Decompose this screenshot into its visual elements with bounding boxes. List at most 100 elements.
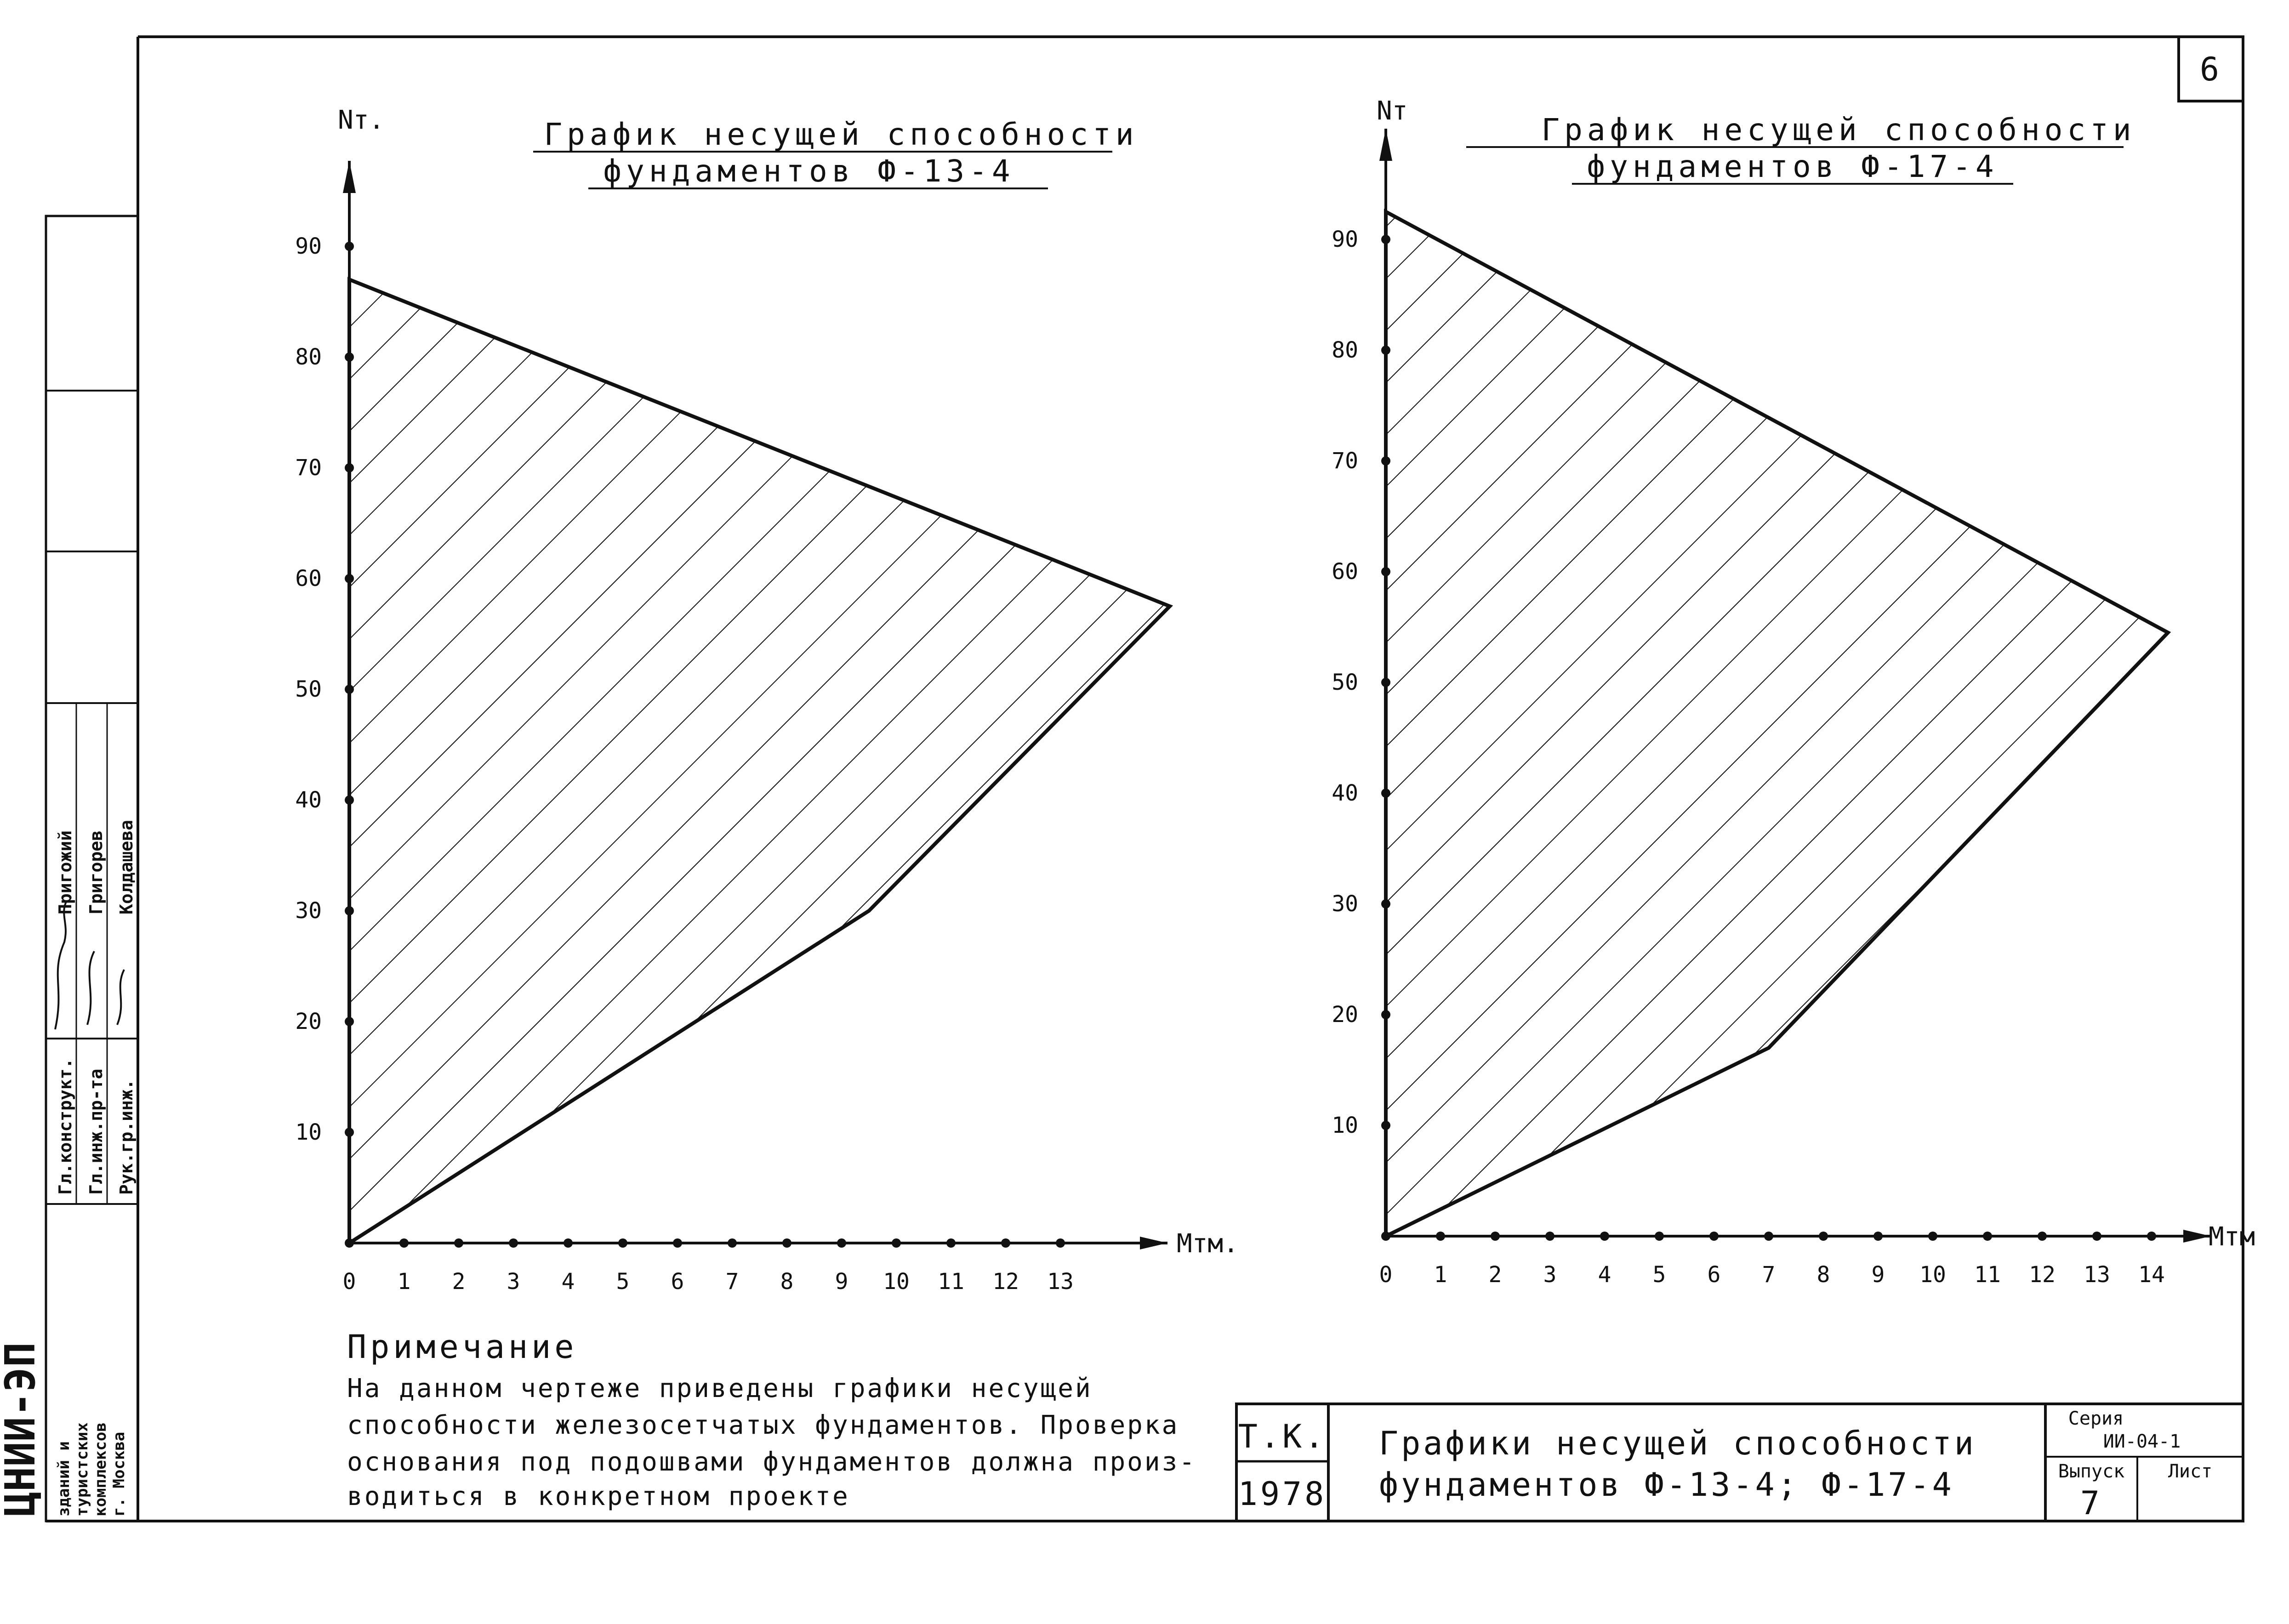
y-tick-mark	[345, 685, 354, 694]
x-tick-label: 9	[835, 1269, 848, 1295]
x-tick-mark	[1056, 1238, 1065, 1248]
x-tick-mark	[1709, 1232, 1719, 1241]
x-tick-label: 12	[2029, 1262, 2056, 1288]
note-line-2: способности железосетчатых фундаментов. …	[347, 1410, 1179, 1440]
note-block: Примечание На данном чертеже приведены г…	[347, 1328, 1195, 1511]
x-tick-label: 6	[1708, 1262, 1721, 1288]
x-tick-mark	[2038, 1232, 2047, 1241]
x-tick-mark	[673, 1238, 682, 1248]
series-label: Серия	[2068, 1408, 2124, 1429]
y-tick-label: 30	[295, 898, 322, 924]
institute-desc-3: комплексов	[91, 1422, 110, 1516]
x-tick-label: 7	[726, 1269, 739, 1295]
sheet-number-box: 6	[2177, 35, 2244, 102]
x-tick-label: 10	[883, 1269, 910, 1295]
institute-desc-1: зданий и	[55, 1441, 73, 1516]
x-tick-mark	[454, 1238, 463, 1248]
chart1-title: График несущей способности	[544, 117, 1138, 152]
institute-desc-2: туристских	[73, 1422, 91, 1516]
capacity-area	[347, 277, 1173, 1247]
y-tick-mark	[345, 463, 354, 472]
x-tick-label: 14	[2138, 1262, 2165, 1288]
y-tick-label: 30	[1332, 891, 1358, 917]
x-tick-label: 4	[562, 1269, 575, 1295]
x-tick-mark	[782, 1238, 791, 1248]
sheet-number: 6	[2200, 51, 2222, 88]
side-stamp: Гл.конструкт. Гл.инж.пр-та Рук.гр.инж. П…	[0, 215, 139, 1522]
x-tick-label: 1	[1434, 1262, 1447, 1288]
x-tick-mark	[1600, 1232, 1609, 1241]
y-tick-label: 70	[295, 455, 322, 481]
x-tick-label: 8	[1817, 1262, 1830, 1288]
block-title-line-2: фундаментов Ф-13-4; Ф-17-4	[1379, 1466, 1954, 1504]
x-tick-mark	[509, 1238, 518, 1248]
issue-label: Выпуск	[2058, 1461, 2125, 1482]
issue-value: 7	[2080, 1484, 2102, 1522]
x-tick-label: 1	[398, 1269, 411, 1295]
x-tick-mark	[618, 1238, 627, 1248]
sheet-label: Лист	[2168, 1461, 2212, 1482]
x-tick-mark	[2147, 1232, 2156, 1241]
y-tick-label: 40	[295, 787, 322, 813]
x-tick-mark	[1983, 1232, 1992, 1241]
chart2-title: График несущей способности	[1541, 112, 2135, 148]
year: 1978	[1238, 1475, 1327, 1513]
y-axis-arrow	[1379, 129, 1392, 161]
y-tick-label: 80	[1332, 337, 1358, 363]
y-tick-label: 60	[295, 566, 322, 591]
x-tick-mark	[399, 1238, 409, 1248]
y-tick-mark	[345, 795, 354, 805]
y-tick-mark	[1381, 235, 1390, 244]
chart-f17-4: График несущей способности фундаментов Ф…	[1332, 96, 2255, 1288]
chart1-plot: Мтм.Nт.0 1 2 3 4 5 6 7 8 9 10 11 12 13102030405060708…	[295, 105, 1239, 1295]
y-tick-mark	[345, 574, 354, 583]
y-tick-mark	[1381, 1010, 1390, 1019]
x-tick-mark	[892, 1238, 901, 1248]
y-tick-label: 20	[295, 1009, 322, 1034]
block-title-line-1: Графики несущей способности	[1379, 1425, 1976, 1462]
x-tick-mark	[1764, 1232, 1773, 1241]
y-tick-mark	[345, 1128, 354, 1137]
x-tick-mark	[1819, 1232, 1828, 1241]
y-tick-label: 40	[1332, 780, 1358, 806]
x-tick-mark	[1001, 1238, 1010, 1248]
x-tick-label: 10	[1919, 1262, 1946, 1288]
y-tick-label: 20	[1332, 1002, 1358, 1028]
y-tick-label: 10	[1332, 1113, 1358, 1138]
x-tick-mark	[1491, 1232, 1500, 1241]
y-tick-label: 80	[295, 344, 322, 370]
chart-f13-4: График несущей способности фундаментов Ф…	[295, 105, 1239, 1295]
chart1-subtitle: фундаментов Ф-13-4	[603, 153, 1014, 189]
x-tick-label: 9	[1872, 1262, 1885, 1288]
x-tick-label: 11	[938, 1269, 964, 1295]
x-tick-mark	[1655, 1232, 1664, 1241]
name-1: Пригожий	[55, 830, 75, 914]
y-tick-mark	[345, 242, 354, 251]
x-tick-label: 0	[1379, 1262, 1393, 1288]
x-tick-label: 3	[1543, 1262, 1557, 1288]
series-value: ИИ-04-1	[2103, 1431, 2181, 1452]
x-tick-mark	[345, 1238, 354, 1248]
y-tick-label: 60	[1332, 559, 1358, 585]
y-tick-mark	[345, 906, 354, 915]
institute-logo: ЦНИИ-ЭП	[0, 1342, 45, 1516]
y-tick-label: 50	[1332, 670, 1358, 695]
x-tick-mark	[1873, 1232, 1883, 1241]
x-tick-label: 3	[507, 1269, 520, 1295]
signature-1	[54, 900, 68, 1030]
x-tick-label: 2	[1489, 1262, 1502, 1288]
x-tick-mark	[946, 1238, 956, 1248]
x-tick-mark	[1928, 1232, 1937, 1241]
x-tick-mark	[837, 1238, 846, 1248]
x-axis-arrow	[2183, 1230, 2211, 1243]
chart2-subtitle: фундаментов Ф-17-4	[1587, 149, 1998, 184]
capacity-area	[1384, 209, 2171, 1239]
y-tick-mark	[1381, 678, 1390, 687]
y-tick-mark	[345, 352, 354, 362]
y-tick-label: 70	[1332, 448, 1358, 474]
x-tick-label: 13	[2084, 1262, 2110, 1288]
role-1: Гл.конструкт.	[55, 1058, 75, 1195]
x-tick-label: 8	[780, 1269, 794, 1295]
